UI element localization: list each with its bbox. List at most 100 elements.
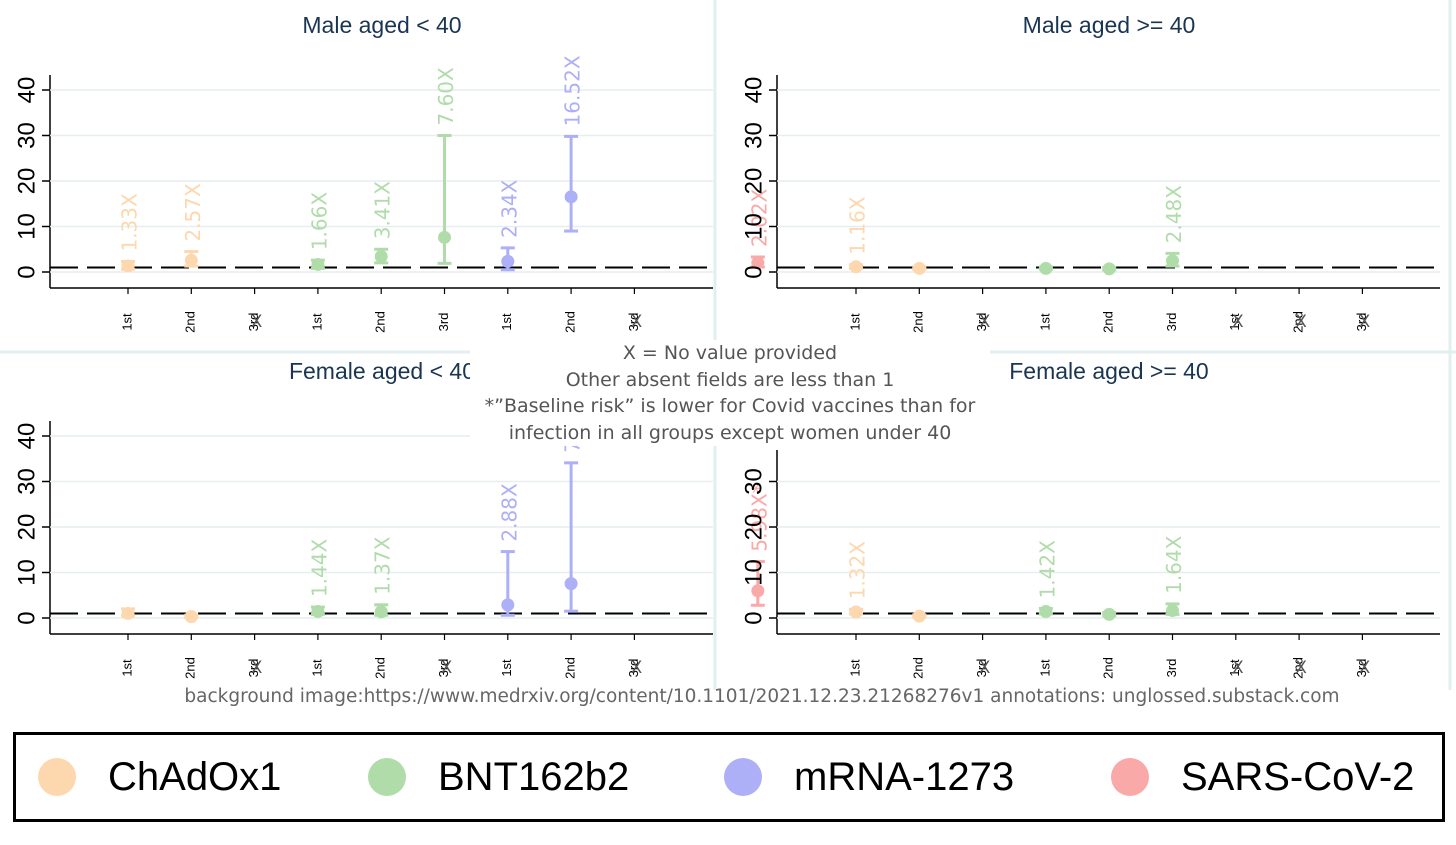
data-point bbox=[564, 577, 578, 591]
data-point bbox=[501, 254, 515, 268]
data-point bbox=[1102, 262, 1116, 276]
missing-marker: X bbox=[251, 658, 263, 678]
chart-title: Female aged >= 40 bbox=[1009, 358, 1208, 384]
y-tick-label: 40 bbox=[13, 423, 40, 450]
data-label: 2.88X bbox=[497, 483, 521, 542]
data-point bbox=[912, 609, 926, 623]
missing-marker: X bbox=[979, 312, 991, 332]
chart-title: Male aged < 40 bbox=[302, 12, 461, 38]
y-tick-label: 0 bbox=[740, 611, 767, 624]
data-label: 1.33X bbox=[118, 193, 142, 252]
x-tick-label: 1st bbox=[499, 313, 514, 331]
x-tick-label: 3rd bbox=[1164, 659, 1179, 678]
x-tick-label: 1st bbox=[847, 659, 862, 677]
legend-item-sars-cov-2: SARS-CoV-2 bbox=[1111, 735, 1414, 819]
data-point bbox=[121, 259, 135, 273]
note-line-2: Other absent fields are less than 1 bbox=[565, 368, 895, 391]
data-label: 1.32X bbox=[846, 541, 870, 600]
y-tick-label: 30 bbox=[13, 122, 40, 149]
y-tick-label: 30 bbox=[740, 468, 767, 495]
x-tick-label: 1st bbox=[119, 313, 134, 331]
legend-swatch bbox=[724, 758, 762, 796]
missing-marker: X bbox=[1232, 312, 1244, 332]
legend-label: mRNA-1273 bbox=[794, 754, 1015, 799]
missing-marker: X bbox=[1232, 658, 1244, 678]
data-point bbox=[374, 249, 388, 263]
x-tick-label: 1st bbox=[1037, 313, 1052, 331]
x-tick-label: 2nd bbox=[373, 657, 388, 679]
data-point bbox=[1039, 605, 1053, 619]
legend-item-bnt162b2: BNT162b2 bbox=[368, 735, 629, 819]
x-tick-label: 3rd bbox=[974, 659, 989, 678]
data-point bbox=[374, 605, 388, 619]
data-point bbox=[184, 610, 198, 624]
data-point bbox=[311, 257, 325, 271]
x-tick-label: 3rd bbox=[626, 659, 641, 678]
legend-item-chadox1: ChAdOx1 bbox=[38, 735, 281, 819]
missing-marker: X bbox=[979, 658, 991, 678]
data-point bbox=[311, 604, 325, 618]
x-tick-label: 2nd bbox=[1291, 657, 1306, 679]
source-credit: background image:https://www.medrxiv.org… bbox=[184, 686, 1340, 707]
data-point bbox=[751, 256, 765, 270]
y-tick-label: 40 bbox=[13, 77, 40, 104]
x-tick-label: 2nd bbox=[563, 657, 578, 679]
x-tick-label: 2nd bbox=[373, 311, 388, 333]
y-tick-label: 0 bbox=[13, 611, 40, 624]
data-point bbox=[121, 606, 135, 620]
data-point bbox=[1102, 607, 1116, 621]
x-tick-label: 2nd bbox=[1101, 657, 1116, 679]
data-label: 1.37X bbox=[371, 536, 395, 595]
chart-title: Male aged >= 40 bbox=[1023, 12, 1196, 38]
missing-marker: X bbox=[631, 658, 643, 678]
data-point bbox=[1039, 261, 1053, 275]
x-tick-label: 3rd bbox=[246, 659, 261, 678]
data-label: 1.16X bbox=[846, 196, 870, 255]
y-tick-label: 10 bbox=[740, 559, 767, 586]
legend-label: SARS-CoV-2 bbox=[1181, 754, 1415, 799]
data-label: 2.57X bbox=[181, 183, 205, 242]
x-tick-label: 1st bbox=[119, 659, 134, 677]
x-tick-label: 1st bbox=[847, 313, 862, 331]
data-label: 5.98X* bbox=[747, 483, 771, 551]
x-tick-label: 3rd bbox=[436, 659, 451, 678]
x-tick-label: 2nd bbox=[563, 311, 578, 333]
data-label: 3.41X bbox=[371, 181, 395, 240]
data-label: 7.60X bbox=[434, 67, 458, 126]
data-label: 2.48X bbox=[1162, 185, 1186, 244]
legend-swatch bbox=[38, 758, 76, 796]
missing-marker: X bbox=[251, 312, 263, 332]
data-point bbox=[184, 253, 198, 267]
missing-marker: X bbox=[1359, 312, 1371, 332]
data-point bbox=[751, 584, 765, 598]
data-point bbox=[501, 598, 515, 612]
data-point bbox=[438, 230, 451, 244]
y-tick-label: 20 bbox=[13, 168, 40, 195]
legend-swatch bbox=[1111, 758, 1149, 796]
data-label: 1.44X bbox=[307, 539, 331, 598]
legend: ChAdOx1 BNT162b2 mRNA-1273 SARS-CoV-2 bbox=[13, 732, 1445, 822]
y-tick-label: 10 bbox=[740, 213, 767, 240]
missing-marker: X bbox=[631, 312, 643, 332]
y-tick-label: 20 bbox=[740, 514, 767, 541]
missing-marker: X bbox=[441, 658, 453, 678]
data-label: 1.42X bbox=[1035, 540, 1059, 599]
legend-label: ChAdOx1 bbox=[108, 754, 282, 799]
x-tick-label: 2nd bbox=[183, 311, 198, 333]
x-tick-label: 2nd bbox=[911, 657, 926, 679]
y-tick-label: 20 bbox=[740, 168, 767, 195]
data-point bbox=[912, 261, 926, 275]
y-tick-label: 0 bbox=[740, 265, 767, 278]
data-label: 2.34X bbox=[497, 179, 521, 238]
x-tick-label: 1st bbox=[1227, 313, 1242, 331]
y-tick-label: 30 bbox=[740, 122, 767, 149]
data-label: 1.64X bbox=[1162, 535, 1186, 594]
x-tick-label: 3rd bbox=[1354, 313, 1369, 332]
x-tick-label: 2nd bbox=[1291, 311, 1306, 333]
note-line-3: *”Baseline risk” is lower for Covid vacc… bbox=[484, 395, 976, 417]
y-tick-label: 10 bbox=[13, 213, 40, 240]
x-tick-label: 2nd bbox=[911, 311, 926, 333]
